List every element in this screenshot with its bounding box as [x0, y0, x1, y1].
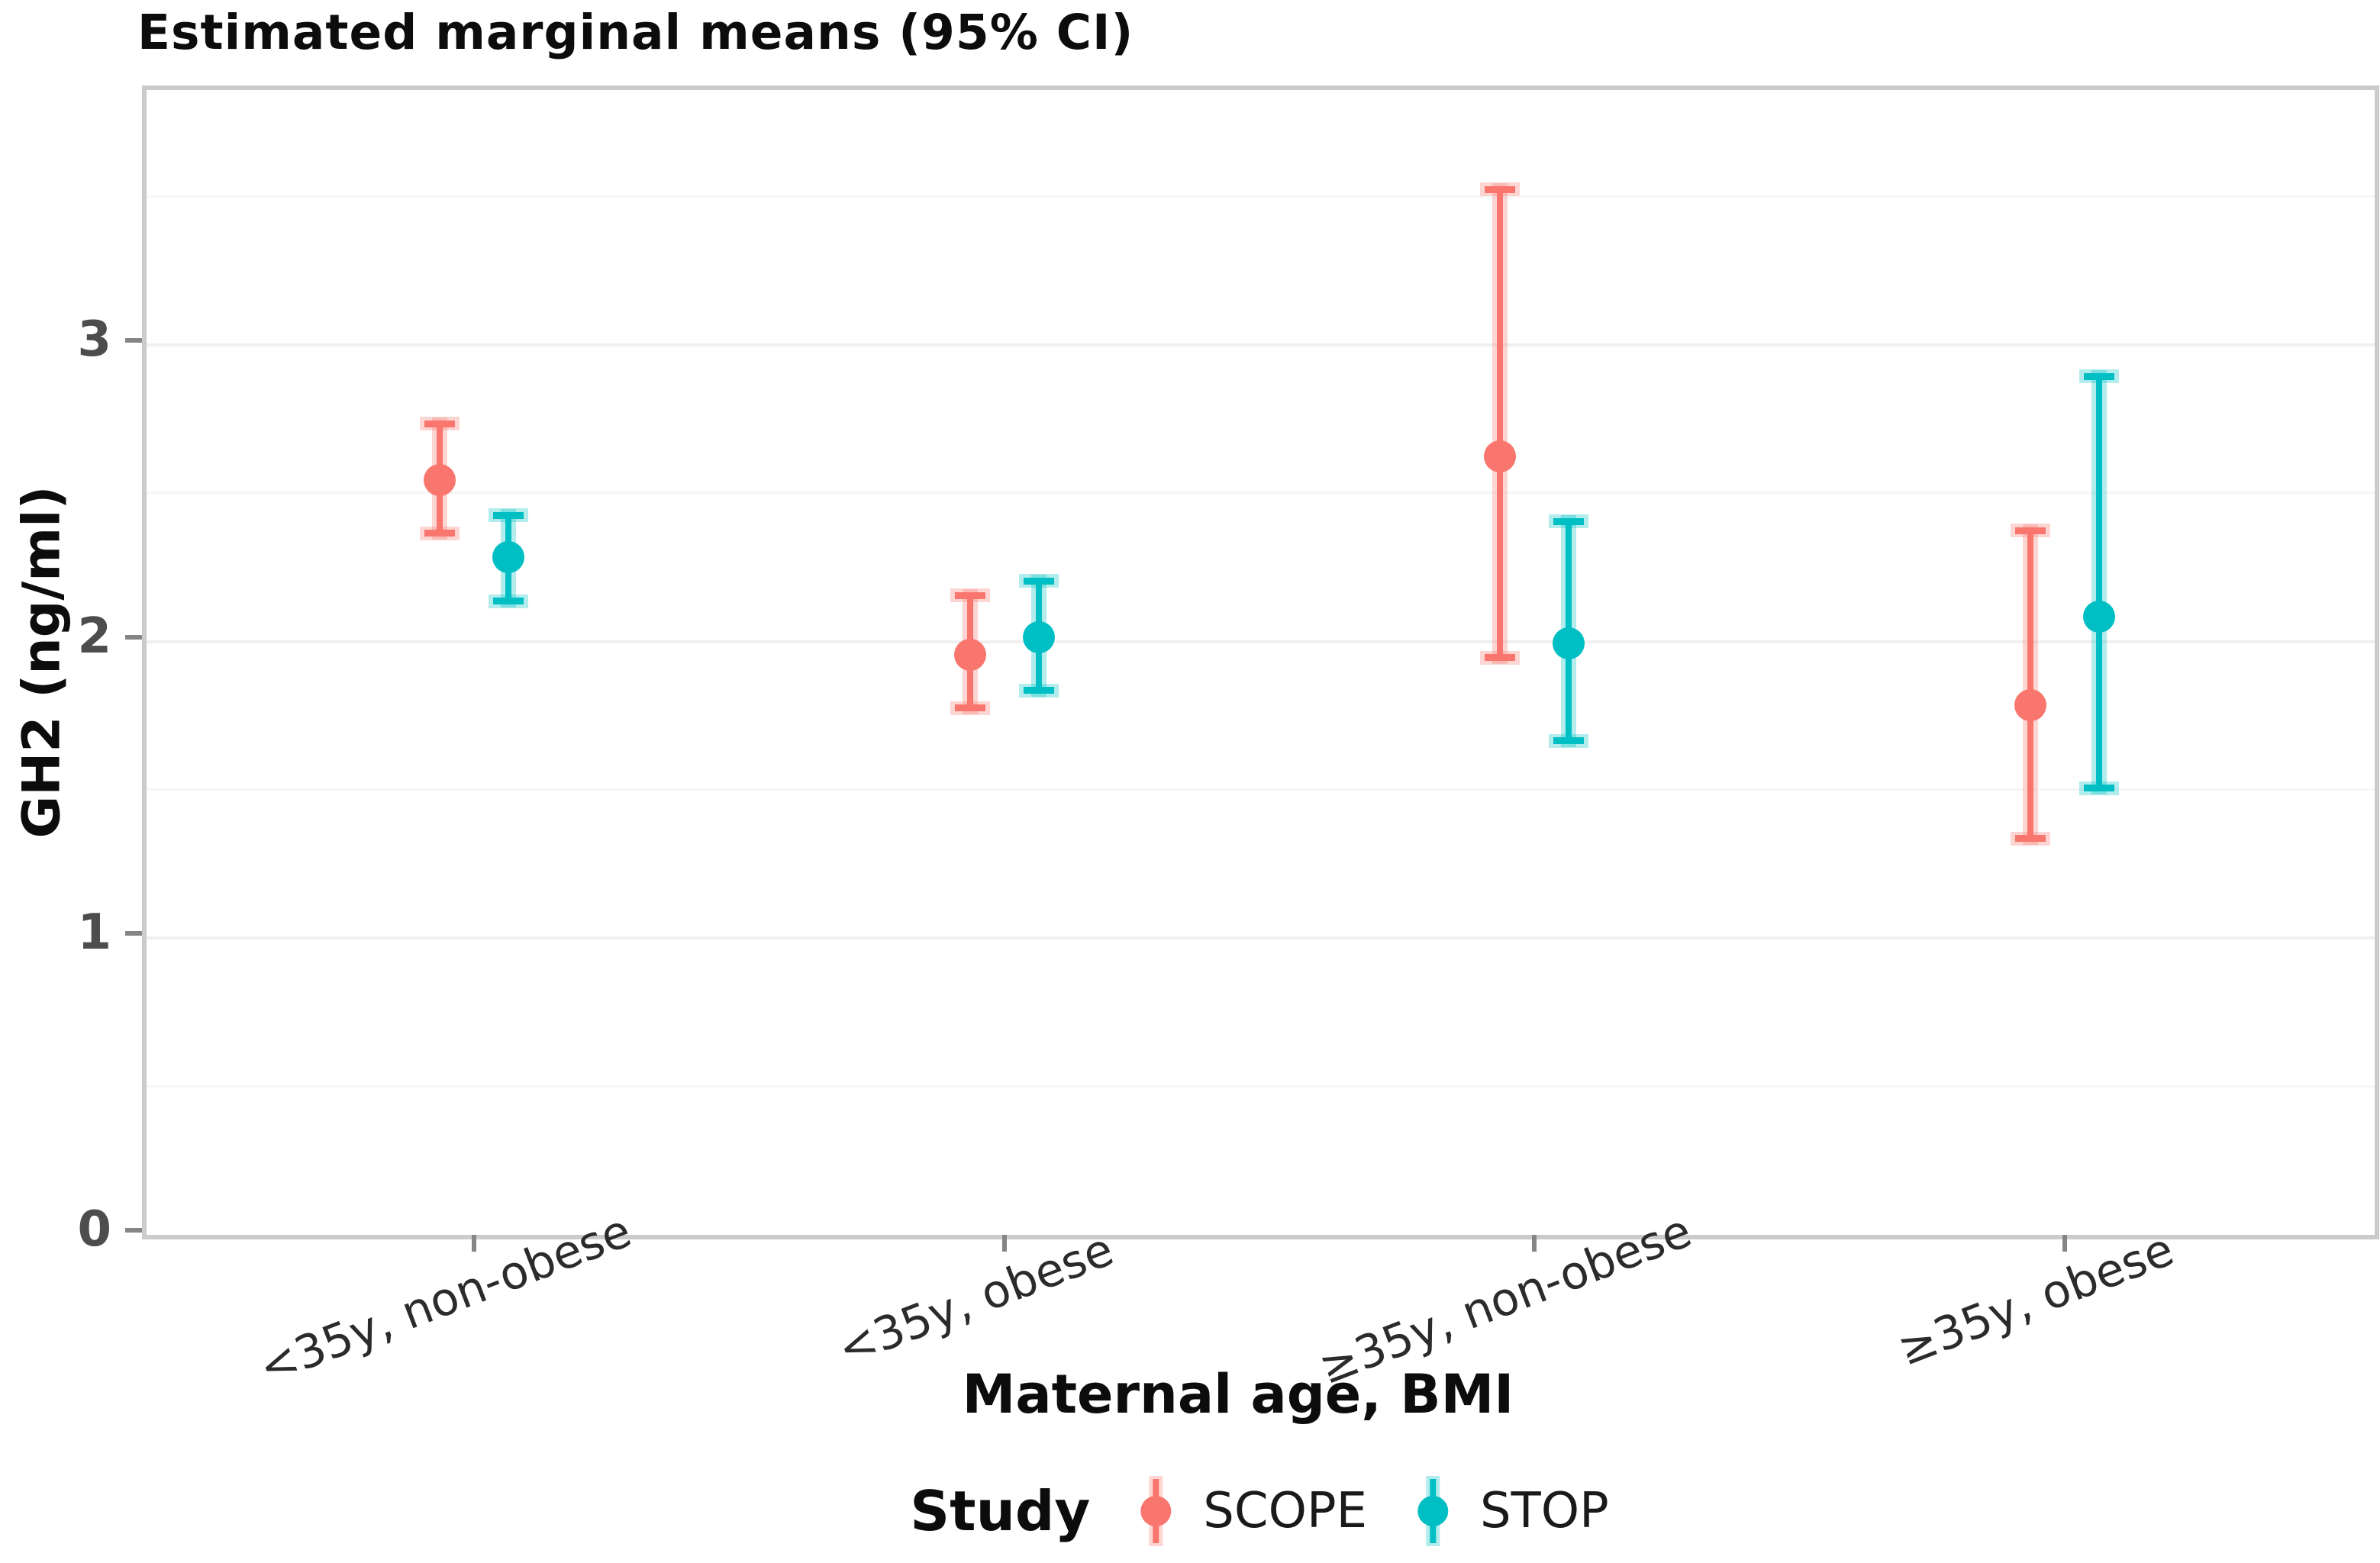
errorbar-cap: [1023, 577, 1054, 585]
mean-point-scope: [2014, 689, 2047, 722]
mean-point-scope: [1484, 440, 1517, 472]
x-tick-mark: [471, 1235, 476, 1252]
errorbar-cap: [492, 512, 524, 520]
mean-point-stop: [1553, 627, 1585, 659]
gridline-major: [147, 936, 2375, 940]
errorbar-cap: [2084, 784, 2115, 791]
errorbar-cap: [954, 704, 985, 712]
gridline-minor: [147, 195, 2375, 198]
errorbar-line: [2027, 530, 2034, 840]
gridline-major: [147, 343, 2375, 347]
mean-point-stop: [2083, 600, 2116, 633]
errorbar-cap: [1023, 686, 1054, 694]
mean-point-scope: [423, 463, 456, 496]
gridline-minor: [147, 491, 2375, 495]
legend-key-dot: [1140, 1496, 1172, 1526]
errorbar-cap: [2084, 372, 2115, 380]
x-tick-mark: [2062, 1235, 2068, 1252]
legend-label: SCOPE: [1203, 1483, 1368, 1539]
legend-key-scope-icon: [1134, 1471, 1177, 1551]
errorbar-cap: [954, 592, 985, 600]
y-tick-label: 0: [77, 1201, 111, 1258]
x-tick-label: ≥35y, obese: [1891, 1223, 2182, 1377]
mean-point-stop: [1022, 620, 1055, 653]
y-tick-label: 2: [77, 607, 111, 665]
legend: Study SCOPE STOP: [910, 1471, 1609, 1551]
legend-key-dot: [1417, 1496, 1449, 1526]
errorbar-cap: [1553, 736, 1585, 744]
y-tick-mark: [125, 931, 142, 936]
legend-title: Study: [910, 1479, 1091, 1543]
legend-entry-stop: STOP: [1411, 1471, 1609, 1551]
y-tick-mark: [125, 338, 142, 343]
errorbar-cap: [2015, 527, 2046, 534]
y-tick-label: 3: [77, 311, 111, 369]
mean-point-stop: [492, 540, 524, 573]
x-axis-title: Maternal age, BMI: [962, 1363, 1514, 1426]
errorbar-line: [2096, 375, 2103, 788]
errorbar-cap: [1485, 186, 1516, 193]
y-tick-mark: [125, 634, 142, 640]
x-tick-mark: [1001, 1235, 1007, 1252]
errorbar-cap: [1485, 654, 1516, 661]
errorbar-line: [1497, 189, 1504, 658]
errorbar-cap: [1553, 518, 1585, 526]
legend-key-stop-icon: [1411, 1471, 1454, 1551]
x-tick-mark: [1532, 1235, 1537, 1252]
chart-title: Estimated marginal means (95% CI): [137, 5, 1134, 60]
errorbar-cap: [2015, 835, 2046, 843]
plot-panel: [142, 85, 2379, 1239]
gridline-minor: [147, 1084, 2375, 1088]
x-tick-label: <35y, obese: [830, 1223, 1121, 1377]
gridline-major: [147, 640, 2375, 643]
errorbar-cap: [492, 598, 524, 605]
y-tick-mark: [125, 1228, 142, 1233]
y-axis-title: GH2 (ng/ml): [11, 485, 73, 839]
y-tick-label: 1: [77, 904, 111, 962]
gridline-minor: [147, 788, 2375, 791]
errorbar-cap: [424, 421, 455, 427]
legend-entry-scope: SCOPE: [1134, 1471, 1367, 1551]
errorbar-cap: [424, 529, 455, 537]
mean-point-scope: [953, 639, 986, 672]
legend-label: STOP: [1480, 1483, 1609, 1539]
